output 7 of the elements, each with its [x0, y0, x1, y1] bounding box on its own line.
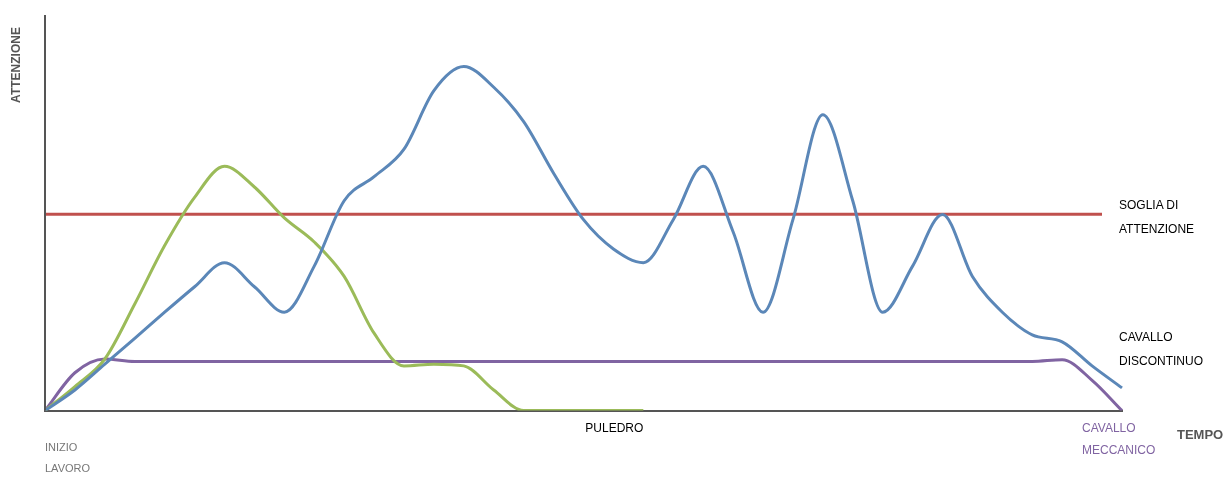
x-axis-title: TEMPO: [1177, 427, 1224, 443]
text: CAVALLO MECCANICO: [1082, 420, 1156, 457]
ref-line-label: SOGLIA DI ATTENZIONE: [1119, 198, 1195, 237]
y-axis-title: ATTENZIONE: [9, 27, 24, 103]
series-label: PULEDRO: [585, 420, 644, 435]
text: INIZIO LAVORO: [45, 440, 91, 474]
series-label: CAVALLO DISCONTINUO: [1119, 330, 1203, 369]
